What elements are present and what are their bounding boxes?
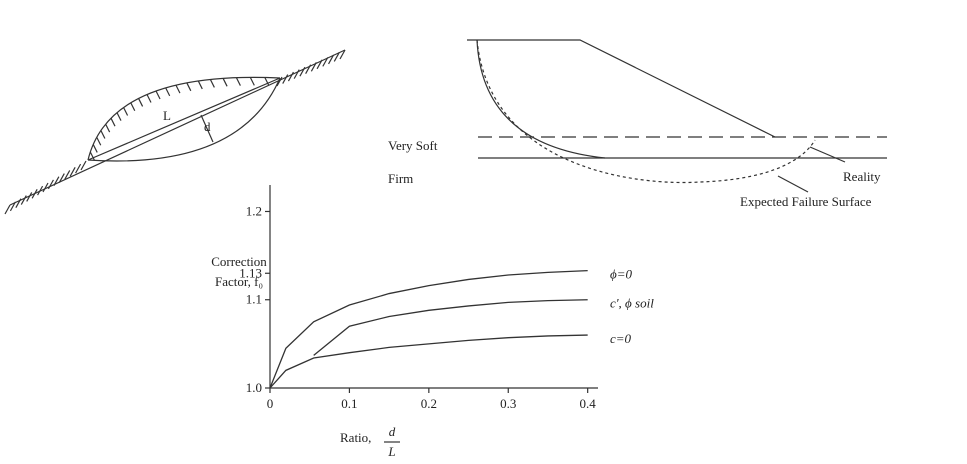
expected-failure-surface [476,39,816,184]
chord [87,77,281,161]
hatch [37,185,44,196]
hatch [249,77,255,86]
x-tick-label: 0.1 [341,396,357,411]
y-axis-label: Correction [211,254,267,269]
y-tick-label: 1.1 [246,292,262,307]
y-tick-label: 1.0 [246,380,262,395]
series-line [269,269,588,389]
hatch [146,94,152,103]
lower-arc [87,77,281,162]
hatch [282,74,289,84]
hatch [75,163,82,174]
hatch [276,76,283,87]
series-line [313,299,588,356]
x-axis-label: d [389,424,396,439]
arrow [777,175,809,193]
hatch [47,179,54,190]
hatch [15,198,22,209]
x-tick-label: 0 [267,396,274,411]
y-tick-label: 1.2 [246,203,262,218]
chart: Correction Factor, f₀ Ratio, d L 1.0 1.1 1… [211,185,654,459]
hatch [209,79,215,88]
series-label: ϕ=0 [610,267,633,282]
hatch [100,130,106,139]
hatch [42,182,49,193]
hatch [287,71,294,82]
hatch [197,80,203,90]
hatch [4,204,11,215]
hatch [58,173,65,183]
hatch [328,54,335,65]
hatch [222,78,228,87]
x-tick-label: 0.3 [500,396,516,411]
hatch [53,176,60,187]
x-tick-label: 0.4 [580,396,597,411]
hatch [310,61,317,72]
hatch [116,112,122,121]
slip-lens-diagram: L d [4,49,346,215]
annotation: Reality [843,169,881,184]
slope-line [467,39,776,138]
hatch [235,77,241,86]
hatch [31,188,38,199]
hatch [110,117,116,127]
hatch [89,151,95,161]
x-axis-label: Ratio, [340,430,371,445]
real-failure-surface [476,39,606,159]
hatch [64,170,71,180]
d-arrow [200,114,214,143]
hatch [20,195,27,205]
y-axis-label: Factor, f₀ [215,274,263,289]
series-label: c', ϕ soil [610,296,654,311]
arrow [809,146,846,163]
hatch [322,57,329,67]
hatch [175,84,181,94]
hatch [186,82,192,92]
hatch [299,66,306,77]
hatch [9,201,16,212]
hatch [155,90,161,100]
hatch [105,123,111,133]
hatch [138,98,144,107]
hatch [339,49,346,60]
ground-line [9,49,346,206]
hatch [333,52,340,62]
hatch [26,192,33,202]
lens-label: L [163,108,171,123]
hatch [293,69,300,79]
slope-failure-diagram: Very Soft Firm Reality Expected Failure … [388,39,887,209]
layer-label: Firm [388,171,413,186]
annotation: Expected Failure Surface [740,194,872,209]
lens-label: d [204,119,211,134]
y-tick-label: 1.13 [239,265,262,280]
hatch [316,59,323,70]
hatch [80,160,87,171]
x-axis-label: L [387,444,395,459]
hatch [92,144,98,153]
hatch [96,137,102,146]
hatch [69,166,76,177]
x-tick-label: 0.2 [421,396,437,411]
hatch [165,87,171,97]
hatch [264,77,270,86]
series-line [269,334,588,389]
series-label: c=0 [610,331,632,346]
hatch [130,102,136,112]
hatch [123,107,129,116]
layer-label: Very Soft [388,138,438,153]
hatch [305,64,312,75]
